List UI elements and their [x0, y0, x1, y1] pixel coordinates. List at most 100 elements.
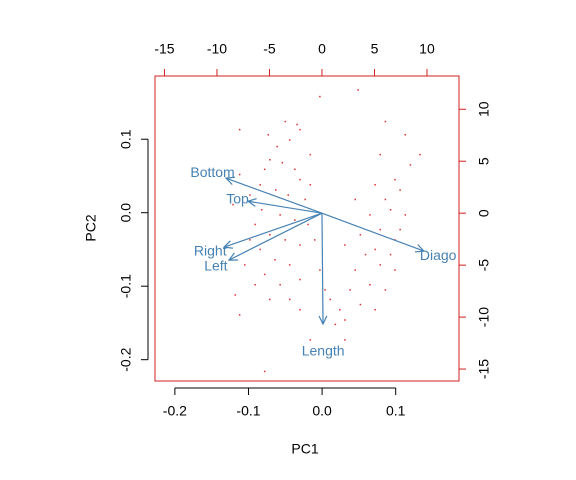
y-tick-label: -0.1	[118, 274, 134, 298]
point	[364, 253, 367, 256]
point	[374, 184, 376, 186]
point	[299, 244, 301, 246]
point	[260, 209, 263, 211]
point	[359, 233, 362, 236]
y-tick-label: -0.2	[118, 347, 134, 371]
point	[238, 173, 241, 176]
arrow-label: Length	[302, 342, 345, 358]
point	[379, 264, 381, 266]
point	[281, 161, 284, 164]
point	[309, 339, 312, 341]
point	[309, 153, 312, 156]
arrow-label: Right	[194, 243, 227, 259]
arrow-label: Top	[226, 190, 249, 206]
arrow-head	[318, 315, 328, 326]
x2-tick-label: -15	[154, 41, 174, 57]
arrow	[321, 213, 324, 325]
point	[404, 134, 407, 136]
y-axis-title: PC2	[83, 214, 99, 241]
arrow-head	[246, 198, 257, 207]
y2-tick-label: -5	[476, 259, 492, 272]
point	[344, 244, 346, 246]
y2-tick-label: 5	[476, 157, 492, 165]
point	[379, 228, 381, 231]
point	[232, 203, 234, 206]
y2-tick-label: 0	[476, 209, 492, 217]
point	[299, 278, 301, 281]
arrow-head	[222, 240, 233, 249]
point	[287, 194, 289, 196]
point	[384, 198, 387, 201]
point	[357, 89, 359, 91]
x-tick-label: -0.2	[163, 403, 187, 419]
y2-tick-label: -15	[476, 359, 492, 379]
point	[374, 308, 376, 311]
point	[384, 289, 387, 291]
point	[394, 269, 396, 271]
point	[294, 219, 296, 221]
x-tick-label: -0.1	[236, 403, 260, 419]
point	[294, 168, 296, 171]
point	[269, 298, 271, 301]
point	[254, 283, 256, 286]
point	[279, 214, 281, 216]
x-tick-label: 0.0	[312, 403, 332, 419]
y-tick-label: 0.1	[118, 129, 134, 149]
arrow-label: Diago	[420, 247, 457, 263]
arrow	[247, 200, 323, 214]
point	[404, 214, 407, 216]
point	[354, 269, 356, 271]
arrow	[225, 177, 323, 214]
point	[238, 128, 241, 131]
arrow	[228, 212, 323, 261]
x2-tick-label: 5	[371, 41, 379, 57]
arrow-label: Left	[204, 257, 227, 273]
point	[369, 283, 371, 286]
point	[334, 323, 337, 326]
point	[313, 239, 316, 241]
point	[263, 370, 266, 373]
point	[288, 139, 291, 141]
point	[324, 289, 326, 291]
x-axis-title: PC1	[291, 441, 318, 457]
point	[259, 248, 262, 251]
point	[389, 253, 392, 256]
x2-tick-label: -10	[207, 41, 227, 57]
point	[384, 120, 387, 123]
point	[284, 239, 287, 241]
arrow-head	[414, 244, 426, 253]
arrow	[223, 212, 323, 248]
point	[288, 264, 291, 266]
plot-box	[154, 75, 460, 382]
point	[374, 248, 376, 251]
arrow-label: Bottom	[190, 164, 234, 180]
y2-tick-label: 10	[476, 101, 492, 117]
point	[329, 298, 331, 301]
point	[244, 264, 246, 266]
point	[254, 223, 256, 226]
point	[389, 209, 392, 211]
point	[259, 184, 262, 186]
point	[269, 159, 271, 161]
point	[299, 178, 301, 181]
point	[344, 339, 346, 341]
x2-tick-label: 10	[419, 41, 435, 57]
x2-tick-label: -5	[263, 41, 276, 57]
point	[288, 298, 291, 301]
point	[274, 258, 276, 261]
point	[379, 153, 381, 156]
point	[304, 198, 306, 201]
y2-tick-label: -10	[476, 307, 492, 327]
point	[234, 294, 236, 296]
x-tick-label: 0.1	[386, 403, 406, 419]
point	[399, 228, 401, 231]
point	[369, 214, 371, 216]
point	[349, 289, 351, 291]
arrow-head	[224, 176, 236, 186]
point	[296, 123, 298, 126]
point	[359, 303, 362, 306]
point	[409, 164, 412, 166]
y-tick-label: 0.0	[118, 203, 134, 223]
point	[284, 120, 287, 123]
